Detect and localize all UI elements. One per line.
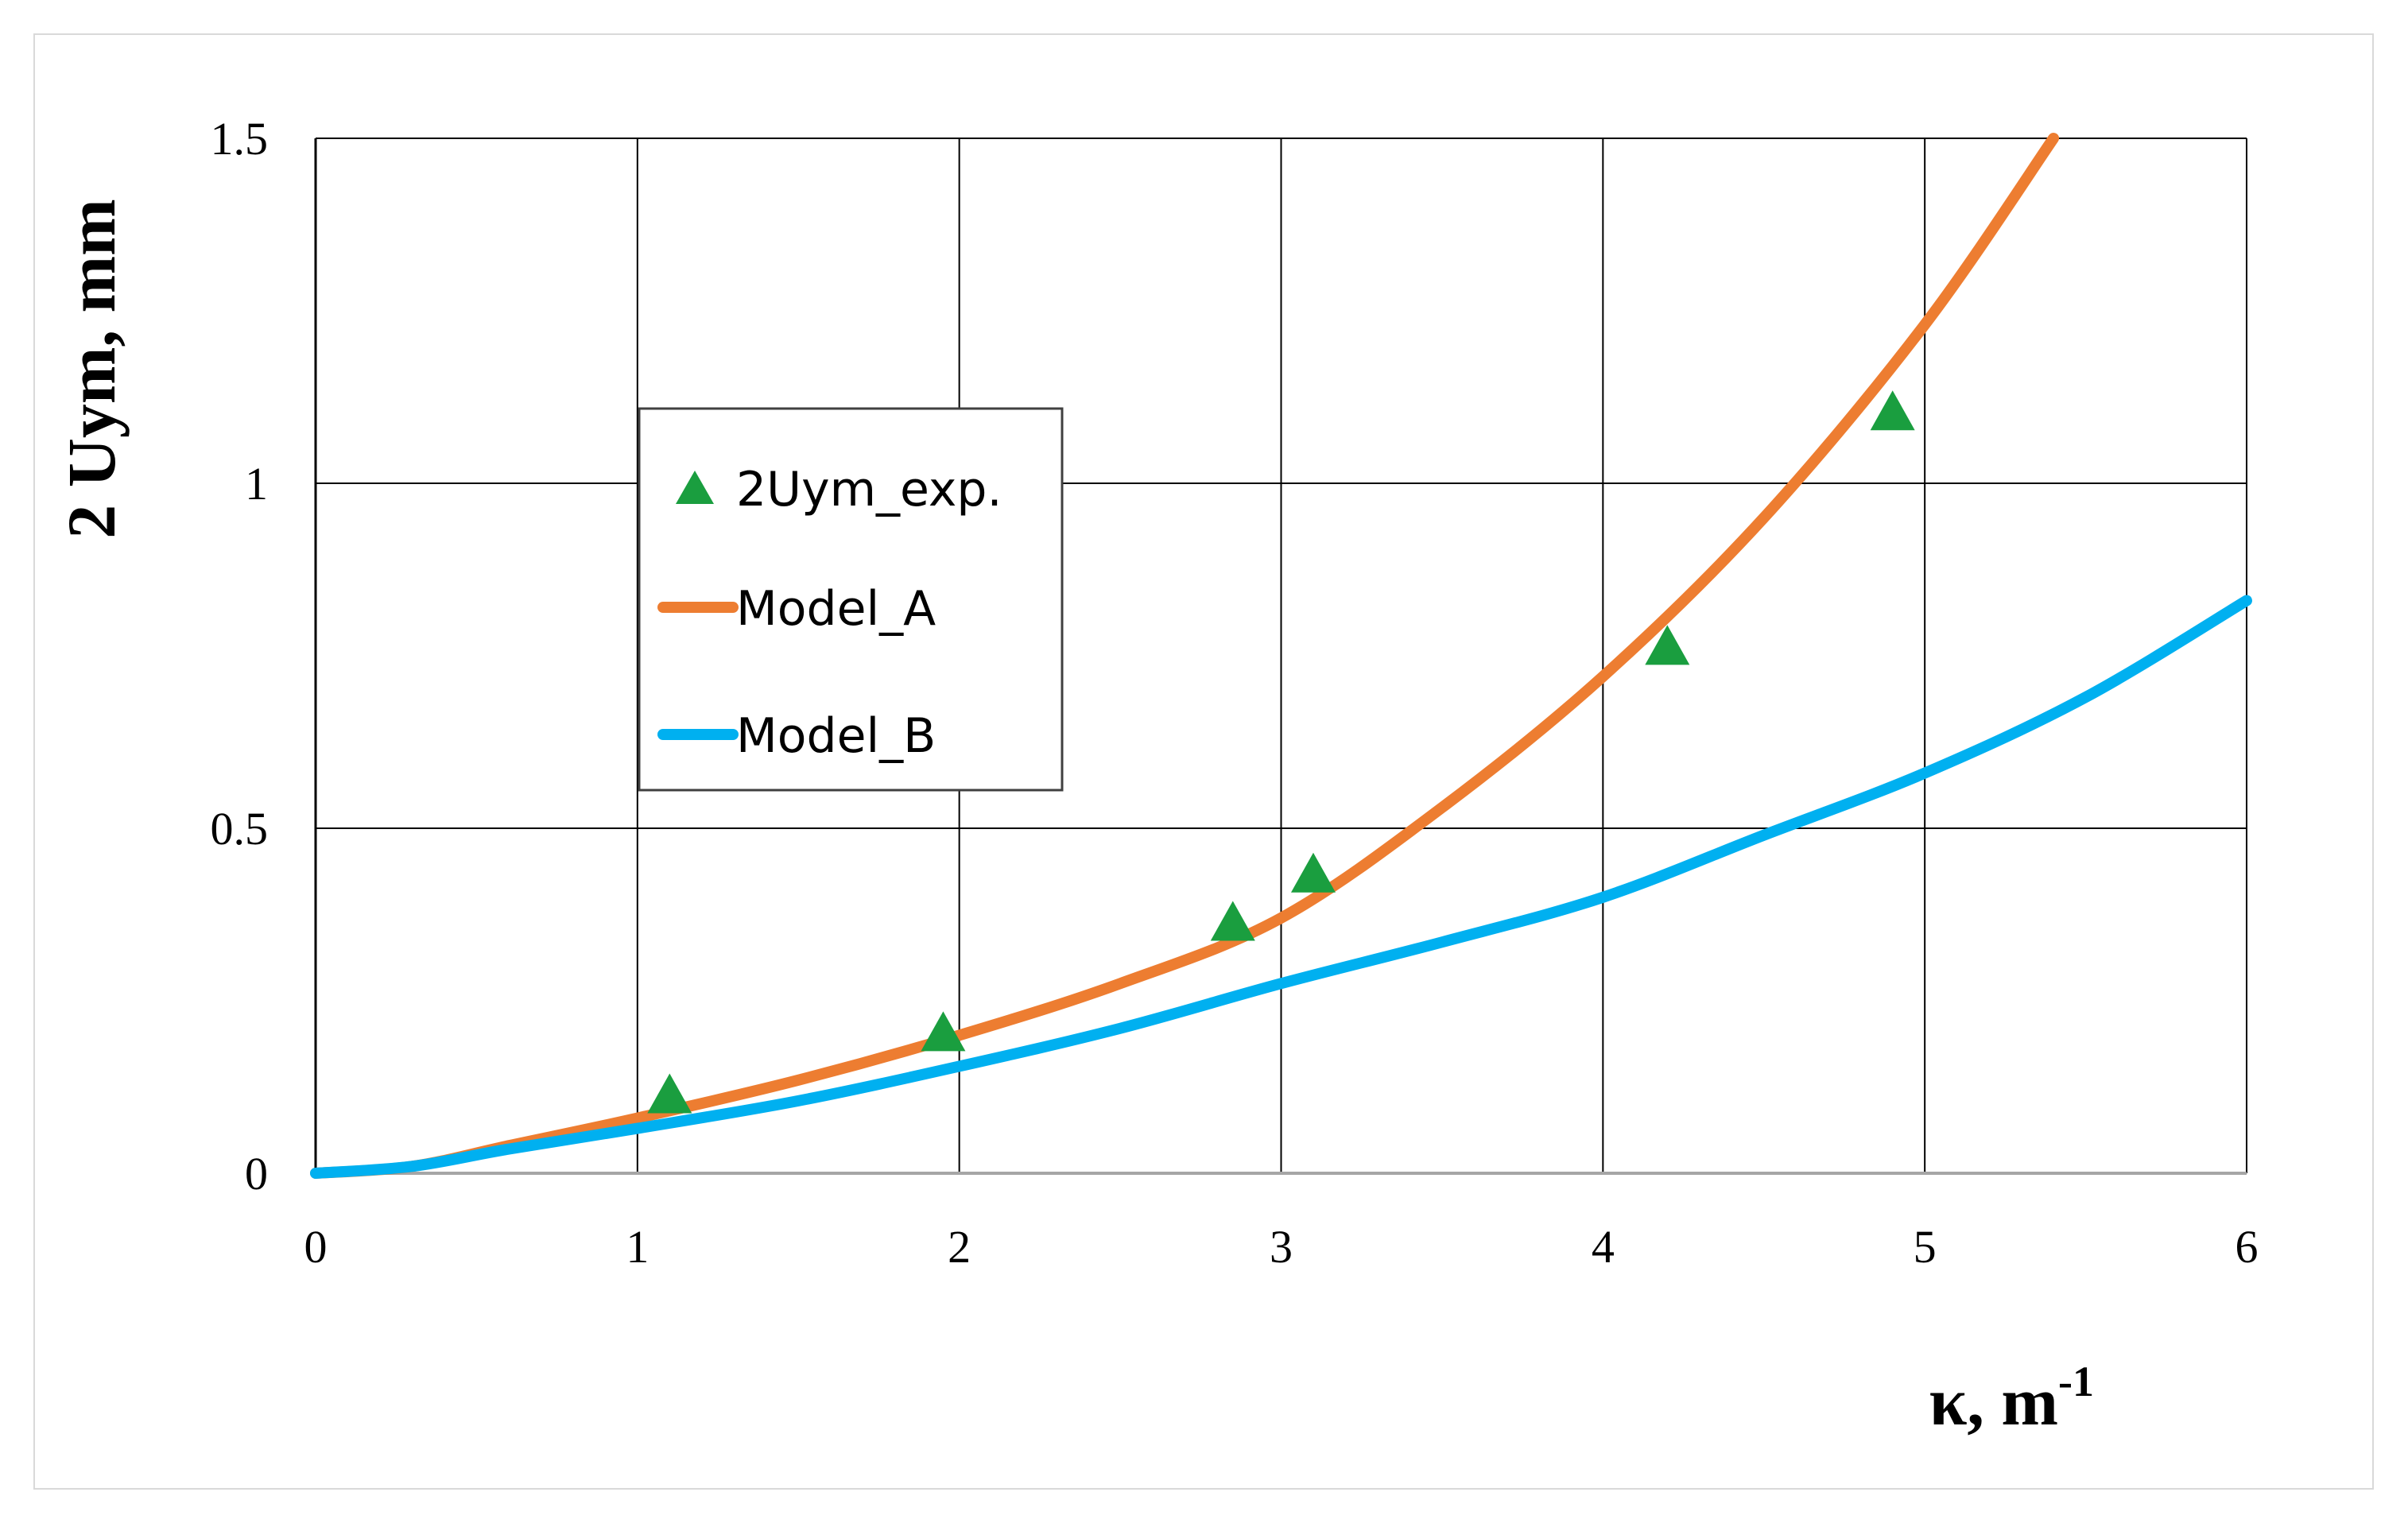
x-axis-title-superscript: -1 xyxy=(2058,1358,2094,1405)
legend-label-model-b: Model_B xyxy=(736,708,936,764)
data-point-2uym-exp xyxy=(647,1073,692,1114)
x-tick-label: 6 xyxy=(2235,1221,2259,1273)
x-tick-label: 0 xyxy=(304,1221,328,1273)
y-tick-label: 0 xyxy=(245,1148,268,1199)
data-point-2uym-exp xyxy=(1290,852,1336,893)
x-axis-title: κ, m-1 xyxy=(1929,1358,2094,1440)
y-tick-label: 0.5 xyxy=(211,803,269,855)
data-point-2uym-exp xyxy=(1645,625,1690,665)
legend-label-2uym-exp: 2Uym_exp. xyxy=(736,462,1002,517)
data-point-2uym-exp xyxy=(921,1011,966,1052)
y-tick-label: 1 xyxy=(245,458,268,510)
legend: 2Uym_exp. Model_A Model_B xyxy=(638,407,1064,792)
legend-label-model-a: Model_A xyxy=(736,581,936,637)
legend-marker-2uym-exp xyxy=(676,471,714,504)
x-axis-title-main: κ, m xyxy=(1929,1363,2058,1440)
grid xyxy=(314,138,2247,1175)
series-line-model-b xyxy=(310,595,2252,1179)
x-tick-label: 1 xyxy=(626,1221,649,1273)
data-point-2uym-exp xyxy=(1870,390,1915,431)
tick-labels: 0 1 2 3 4 5 6 0 0.5 1 1.5 xyxy=(211,113,2259,1273)
data-point-2uym-exp xyxy=(1210,901,1255,941)
chart: 0 1 2 3 4 5 6 0 0.5 1 1.5 2 Uym, mm κ, m-1 2Uym_ex… xyxy=(53,113,2259,1440)
x-tick-label: 4 xyxy=(1592,1221,1615,1273)
y-axis-title: 2 Uym, mm xyxy=(53,199,130,539)
x-tick-label: 2 xyxy=(948,1221,971,1273)
x-tick-label: 3 xyxy=(1270,1221,1293,1273)
series-layer xyxy=(310,133,2252,1179)
x-tick-label: 5 xyxy=(1914,1221,1937,1273)
chart-frame: 0 1 2 3 4 5 6 0 0.5 1 1.5 2 Uym, mm κ, m-1 2Uym_ex… xyxy=(33,33,2374,1490)
y-tick-label: 1.5 xyxy=(211,113,269,165)
legend-box xyxy=(638,407,1064,792)
series-line-model-a xyxy=(310,133,2060,1179)
